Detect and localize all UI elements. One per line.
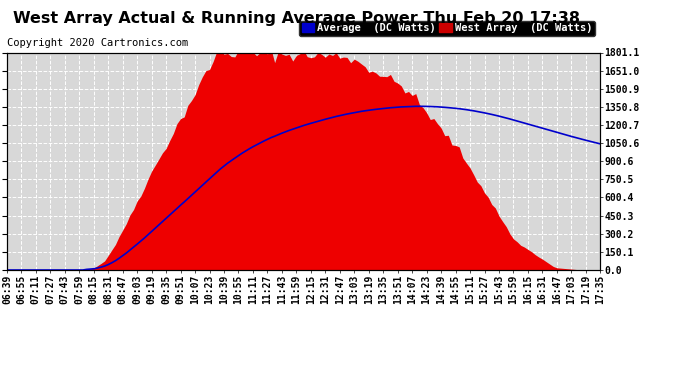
Legend: Average  (DC Watts), West Array  (DC Watts): Average (DC Watts), West Array (DC Watts… — [299, 21, 595, 36]
Text: West Array Actual & Running Average Power Thu Feb 20 17:38: West Array Actual & Running Average Powe… — [13, 11, 580, 26]
Text: Copyright 2020 Cartronics.com: Copyright 2020 Cartronics.com — [7, 38, 188, 48]
